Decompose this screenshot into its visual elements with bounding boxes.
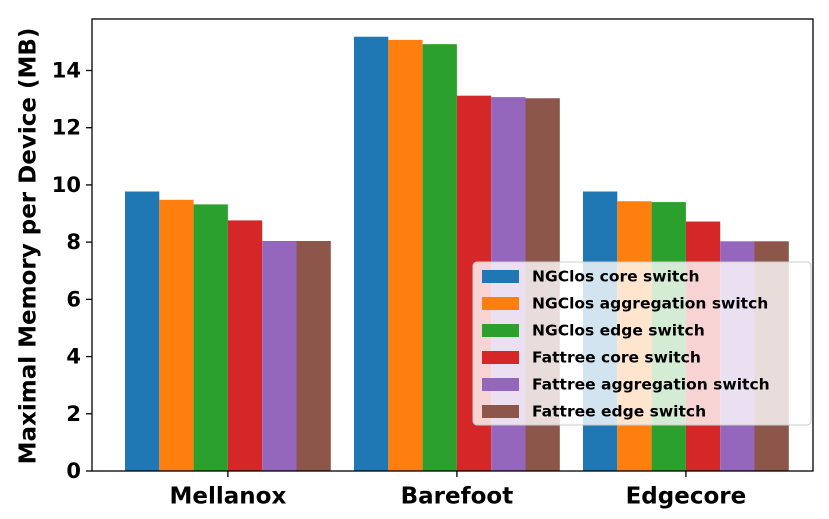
legend: NGClos core switch NGClos aggregation swi… — [472, 261, 812, 426]
legend-box — [472, 261, 812, 426]
y-tick-label: 14 — [52, 58, 81, 82]
y-tick-label: 8 — [66, 230, 81, 254]
x-tick-label-barefoot: Barefoot — [401, 484, 514, 510]
legend-label-4: Fattree core switch — [532, 349, 701, 367]
legend-label-6: Fattree edge switch — [532, 403, 706, 421]
y-tick-label: 12 — [52, 116, 81, 140]
legend-label-3: NGClos edge switch — [532, 322, 705, 340]
y-tick-label: 2 — [66, 402, 81, 426]
legend-swatch-1 — [482, 270, 519, 283]
legend-swatch-5 — [482, 378, 519, 391]
legend-swatch-4 — [482, 351, 519, 364]
plot-frame — [91, 18, 814, 472]
bar-mellanox-series-4 — [227, 220, 263, 471]
y-tick-label: 0 — [66, 459, 81, 483]
bar-mellanox-series-3 — [193, 204, 228, 471]
y-axis-label: Maximal Memory per Device (MB) — [16, 28, 42, 465]
bar-mellanox-series-6 — [296, 240, 331, 471]
y-tick-label: 10 — [52, 173, 81, 197]
legend-label-5: Fattree aggregation switch — [532, 376, 770, 394]
bar-barefoot-series-1 — [354, 36, 389, 472]
x-tick-label-edgecore: Edgecore — [626, 484, 747, 510]
bar-barefoot-series-2 — [388, 39, 423, 471]
legend-swatch-2 — [482, 297, 519, 310]
bar-barefoot-series-3 — [422, 44, 457, 472]
bar-mellanox-series-2 — [159, 199, 194, 472]
y-tick-label: 4 — [66, 345, 81, 369]
bar-mellanox-series-5 — [262, 240, 297, 471]
axes-group: 0 2 4 6 8 10 12 14 Mellanox Barefoot Edgecore — [52, 18, 814, 510]
x-tick-label-mellanox: Mellanox — [170, 484, 287, 510]
legend-label-2: NGClos aggregation switch — [532, 295, 768, 313]
bar-mellanox-series-1 — [125, 191, 160, 471]
legend-label-1: NGClos core switch — [532, 268, 700, 286]
legend-swatch-3 — [482, 324, 519, 337]
y-tick-label: 6 — [66, 287, 81, 311]
legend-swatch-6 — [482, 405, 519, 418]
